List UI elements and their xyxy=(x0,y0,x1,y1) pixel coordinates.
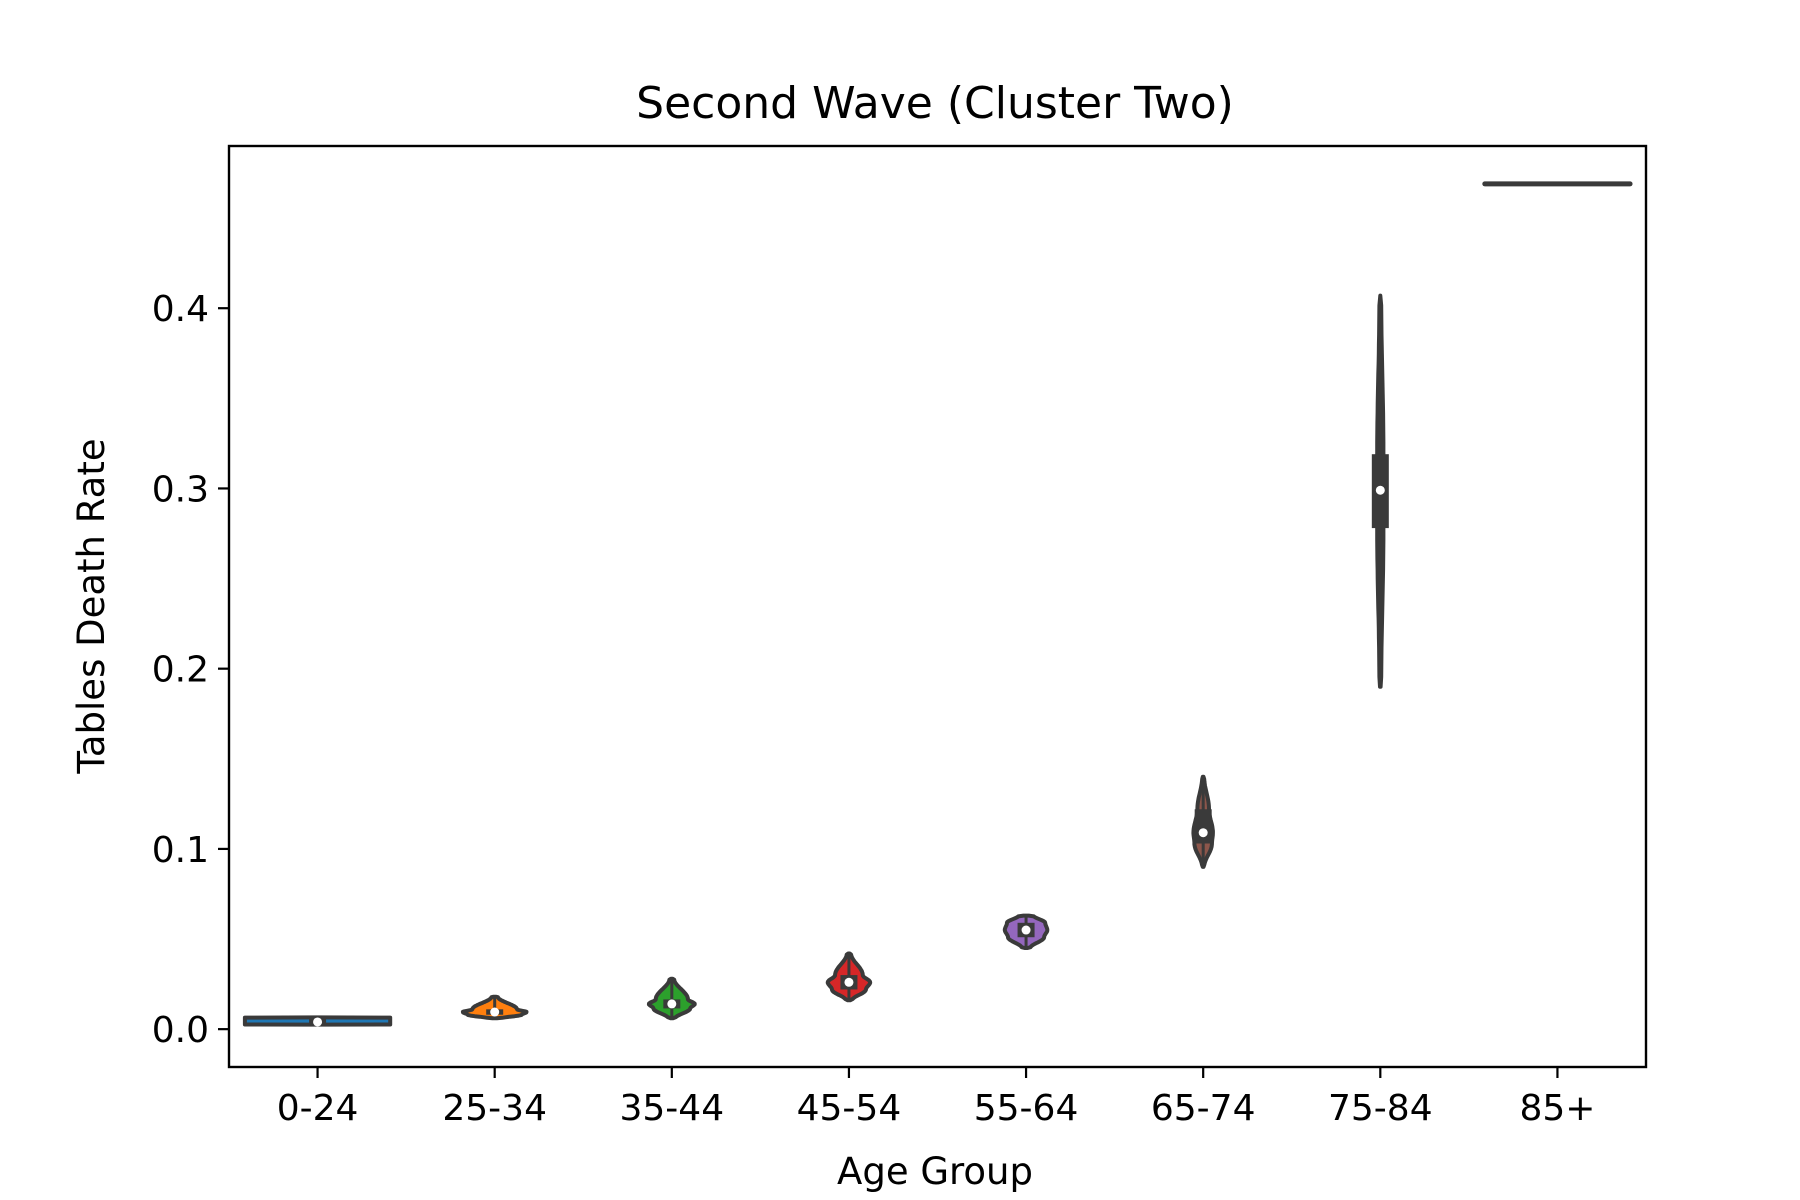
violin-median-dot xyxy=(1198,828,1208,838)
y-axis: 0.0 0.1 0.2 0.3 0.4 xyxy=(152,289,229,1051)
violin-iqr-box xyxy=(1194,809,1212,844)
x-tick-label: 25-34 xyxy=(442,1088,547,1129)
violin-median-dot xyxy=(490,1007,500,1017)
violin-median-dot xyxy=(1375,485,1385,495)
x-tick-label: 55-64 xyxy=(974,1088,1079,1129)
violin-65-74 xyxy=(1191,774,1215,869)
violin-75-84 xyxy=(1371,293,1389,689)
violin-55-64 xyxy=(1002,913,1050,950)
x-tick-label: 35-44 xyxy=(620,1088,725,1129)
violin-25-34 xyxy=(460,994,529,1021)
violin-median-dot xyxy=(1021,925,1031,935)
x-tick-label: 85+ xyxy=(1519,1088,1595,1129)
chart-title: Second Wave (Cluster Two) xyxy=(636,78,1234,129)
plot-frame xyxy=(227,144,1648,1069)
violin-median-dot xyxy=(313,1017,323,1027)
y-tick-label: 0.4 xyxy=(152,289,209,330)
y-tick-label: 0.0 xyxy=(152,1010,209,1051)
violin-median-dot xyxy=(844,977,854,987)
x-tick-label: 0-24 xyxy=(277,1088,359,1129)
y-tick-label: 0.2 xyxy=(152,650,209,691)
violin-0-24 xyxy=(242,1015,393,1027)
y-tick-label: 0.1 xyxy=(152,830,209,871)
y-tick-label: 0.3 xyxy=(152,469,209,510)
x-axis: 0-24 25-34 35-44 45-54 55-64 65-74 75-84 85+ xyxy=(277,1067,1595,1129)
x-tick-label: 75-84 xyxy=(1328,1088,1433,1129)
x-tick-label: 45-54 xyxy=(797,1088,902,1129)
violin-35-44 xyxy=(646,976,697,1021)
violin-median-dot xyxy=(667,999,677,1009)
x-axis-label: Age Group xyxy=(837,1150,1033,1193)
plot-area xyxy=(242,181,1633,1027)
violin-45-54 xyxy=(825,951,873,1003)
y-axis-label: Tables Death Rate xyxy=(70,438,113,774)
x-tick-label: 65-74 xyxy=(1151,1088,1256,1129)
